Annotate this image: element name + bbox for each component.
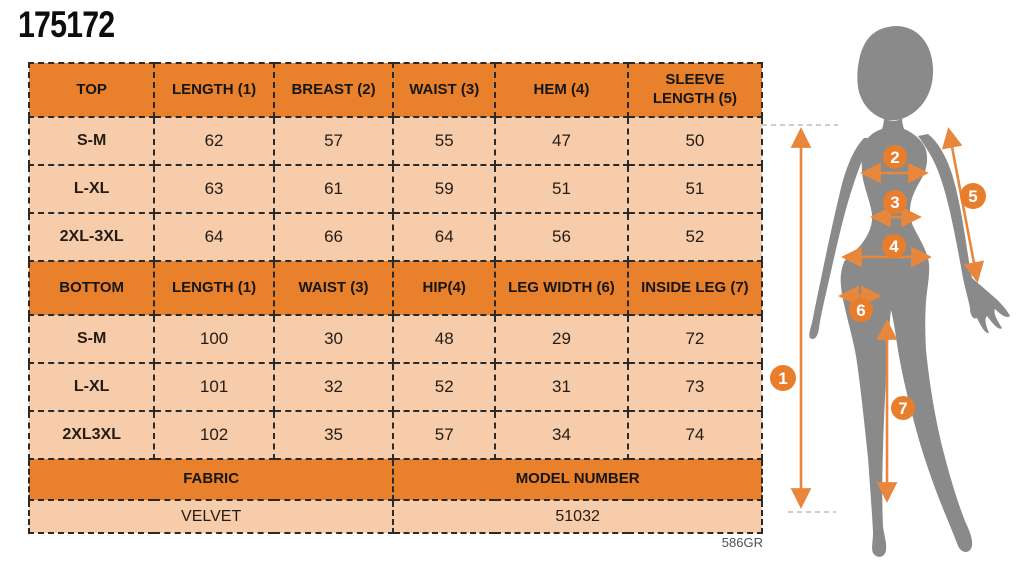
value-cell: 66 [272,212,395,262]
value-cell: 55 [392,116,497,166]
bottom-header-cell: INSIDE LEG (7) [626,260,764,316]
silhouette-body [840,118,973,557]
marker-1-circle [770,365,796,391]
silhouette-head [857,26,934,121]
bottom-header-cell: WAIST (3) [272,260,395,316]
marker-7-label: 7 [898,399,907,418]
value-cell: 62 [153,116,275,166]
top-header-cell: SLEEVE LENGTH (5) [626,62,764,118]
value-cell: 35 [272,410,395,460]
top-header-cell: BREAST (2) [272,62,395,118]
value-cell: 32 [272,362,395,412]
marker-6-label: 6 [856,301,865,320]
marker-5-label: 5 [968,187,977,206]
marker-7-circle [891,396,915,420]
bottom-header-cell: BOTTOM [27,260,156,316]
silhouette-left-arm [809,138,869,339]
value-cell: 102 [153,410,275,460]
marker-4-label: 4 [889,237,899,256]
bottom-header-row: BOTTOM LENGTH (1) WAIST (3) HIP(4) LEG W… [27,260,764,316]
value-cell: 64 [153,212,275,262]
value-cell: 57 [272,116,395,166]
fabric-value-cell: VELVET [27,499,395,534]
fabric-header-cell: FABRIC [27,458,395,501]
bottom-header-cell: LEG WIDTH (6) [494,260,629,316]
table-row: L-XL 63 61 59 51 51 [27,164,764,214]
value-cell: 72 [626,314,764,364]
size-cell: S-M [27,314,156,364]
info-header-row: FABRIC MODEL NUMBER [27,458,763,501]
value-cell: 73 [626,362,764,412]
reference-code: 586GR [721,535,763,550]
page-title: 175172 [18,4,115,45]
value-cell: 61 [272,164,395,214]
marker-2-circle [883,145,907,169]
value-cell: 51 [626,164,764,214]
value-cell: 29 [494,314,629,364]
model-number-header-cell: MODEL NUMBER [392,458,763,501]
value-cell: 51 [494,164,629,214]
size-cell: L-XL [27,362,156,412]
top-header-cell: HEM (4) [494,62,629,118]
value-cell: 59 [392,164,497,214]
value-cell: 101 [153,362,275,412]
sleeve-arrow-5 [941,127,985,283]
woman-silhouette-image [809,26,1010,557]
value-cell: 34 [494,410,629,460]
measurement-markers: 1 2 3 4 5 6 7 [770,145,986,420]
value-cell: 63 [153,164,275,214]
value-cell: 64 [392,212,497,262]
table-row: 2XL3XL 102 35 57 34 74 [27,410,764,460]
marker-3-label: 3 [890,193,899,212]
model-number-value-cell: 51032 [392,499,763,534]
table-row: S-M 62 57 55 47 50 [27,116,764,166]
silhouette-right-arm [918,134,1010,334]
table-row: S-M 100 30 48 29 72 [27,314,764,364]
marker-4-circle [882,234,906,258]
top-header-row: TOP LENGTH (1) BREAST (2) WAIST (3) HEM … [27,62,764,118]
size-chart-table: TOP LENGTH (1) BREAST (2) WAIST (3) HEM … [27,62,764,534]
value-cell: 74 [626,410,764,460]
value-cell: 31 [494,362,629,412]
size-cell: 2XL3XL [27,410,156,460]
marker-2-label: 2 [890,148,899,167]
size-cell: 2XL-3XL [27,212,156,262]
info-value-row: VELVET 51032 [27,499,763,534]
marker-5-circle [960,183,986,209]
marker-6-circle [849,298,873,322]
value-cell: 52 [392,362,497,412]
bottom-header-cell: LENGTH (1) [153,260,275,316]
top-header-cell: WAIST (3) [392,62,497,118]
marker-3-circle [883,190,907,214]
value-cell: 52 [626,212,764,262]
value-cell: 56 [494,212,629,262]
table-row: L-XL 101 32 52 31 73 [27,362,764,412]
marker-1-label: 1 [778,369,787,388]
value-cell: 47 [494,116,629,166]
value-cell: 48 [392,314,497,364]
measurement-figure: 1 2 3 4 5 6 7 [762,26,1010,557]
bottom-header-cell: HIP(4) [392,260,497,316]
value-cell: 57 [392,410,497,460]
top-header-cell: TOP [27,62,156,118]
top-header-cell: LENGTH (1) [153,62,275,118]
size-cell: S-M [27,116,156,166]
table-row: 2XL-3XL 64 66 64 56 52 [27,212,764,262]
value-cell: 30 [272,314,395,364]
value-cell: 100 [153,314,275,364]
size-cell: L-XL [27,164,156,214]
value-cell: 50 [626,116,764,166]
